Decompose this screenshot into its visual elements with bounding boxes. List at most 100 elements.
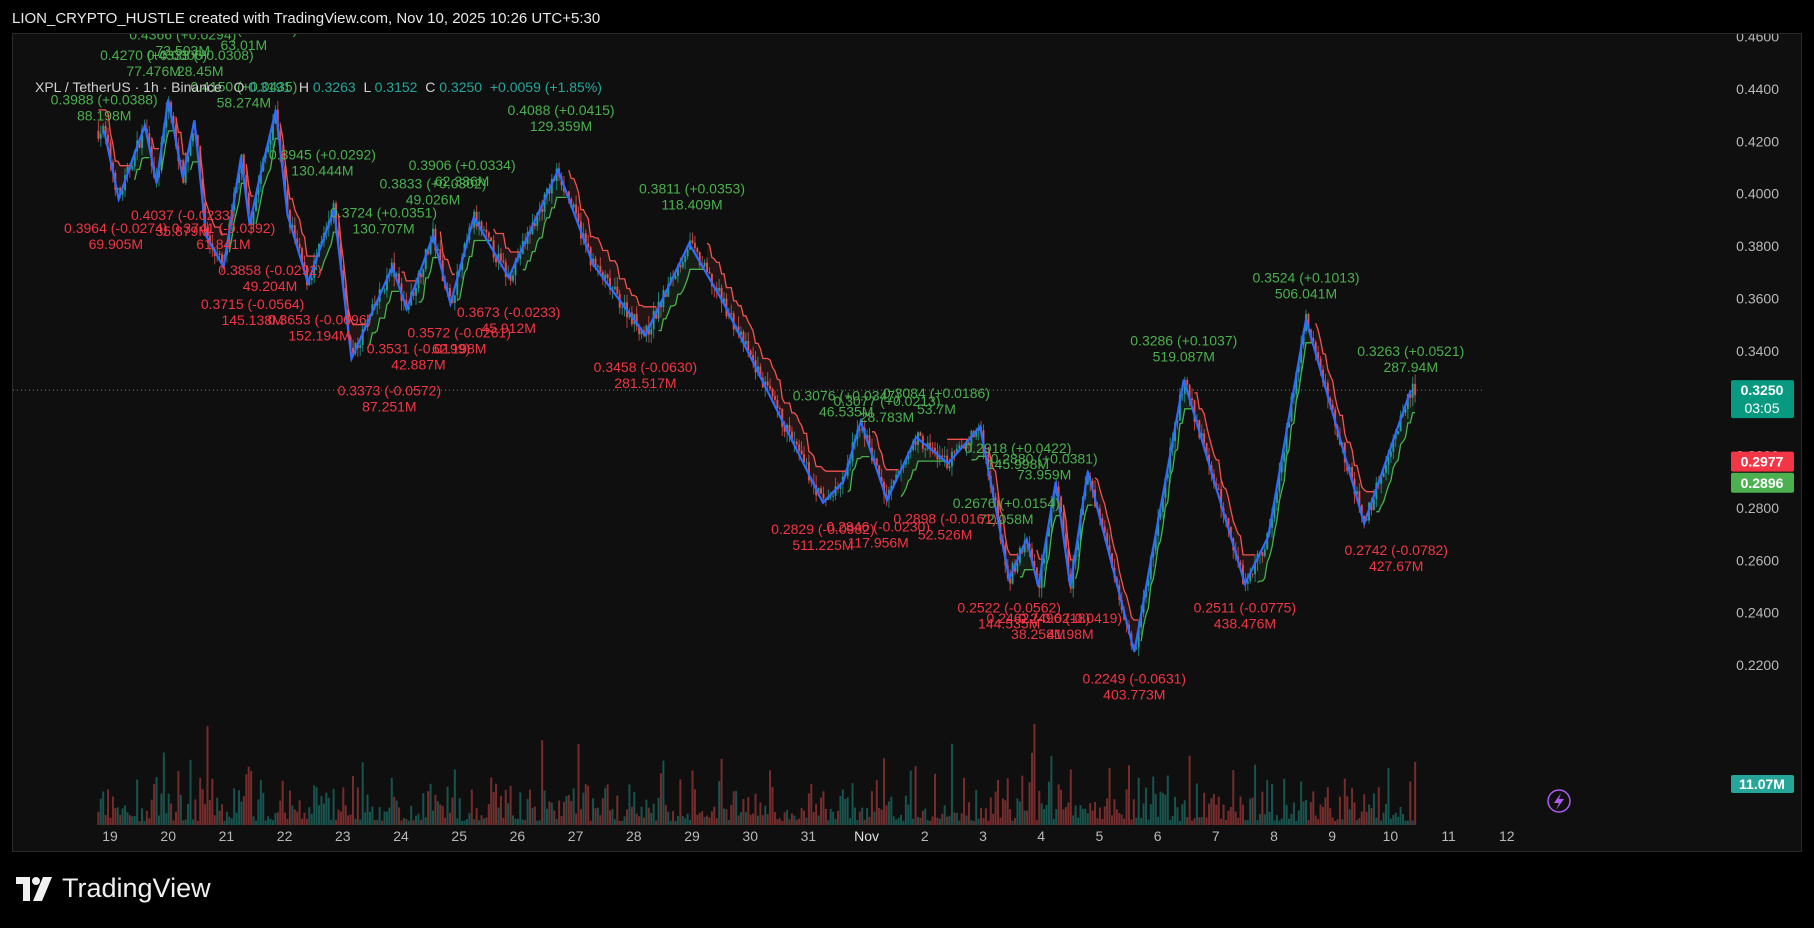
candle-body bbox=[1176, 420, 1179, 423]
candle-body bbox=[783, 426, 786, 432]
candle-body bbox=[1137, 627, 1140, 648]
volume-bar bbox=[773, 812, 776, 825]
volume-bar bbox=[439, 804, 442, 825]
volume-bar bbox=[931, 816, 934, 825]
candle-body bbox=[807, 462, 810, 481]
volume-bar bbox=[708, 817, 711, 825]
volume-bar bbox=[902, 820, 905, 825]
supertrend-up-line bbox=[1376, 411, 1416, 513]
volume-bar bbox=[473, 819, 476, 825]
volume-bar bbox=[1089, 803, 1092, 825]
close-label: C bbox=[425, 79, 436, 95]
candle-body bbox=[1227, 517, 1230, 527]
volume-bar bbox=[1011, 820, 1014, 825]
volume-bar bbox=[907, 804, 910, 825]
volume-bar bbox=[262, 792, 265, 825]
candle-body bbox=[351, 347, 354, 354]
volume-bar bbox=[618, 820, 621, 825]
volume-bar bbox=[1217, 796, 1220, 825]
candle-body bbox=[504, 262, 507, 277]
candle-body bbox=[771, 388, 774, 397]
supertrend-down-line bbox=[245, 164, 254, 197]
volume-bar bbox=[1038, 790, 1041, 825]
supertrend-down-line bbox=[151, 137, 159, 150]
volume-bar bbox=[378, 807, 381, 825]
candle-body bbox=[1271, 518, 1274, 528]
candle-body bbox=[1312, 337, 1315, 343]
volume-bar bbox=[507, 803, 510, 825]
volume-bar bbox=[613, 819, 616, 825]
pivot-label-volume: 42.887M bbox=[391, 356, 445, 372]
candle-body bbox=[773, 396, 776, 400]
pivot-label-value: 0.4037 (-0.0233) bbox=[131, 207, 235, 223]
volume-bar bbox=[953, 812, 956, 825]
candle-body bbox=[933, 447, 936, 452]
volume-bar bbox=[1111, 815, 1114, 825]
candle-body bbox=[1360, 504, 1363, 516]
candle-body bbox=[1111, 553, 1114, 568]
volume-bar bbox=[441, 805, 444, 825]
volume-bar bbox=[1050, 755, 1053, 825]
supertrend-fill-area bbox=[1019, 540, 1035, 577]
candle-body bbox=[1035, 567, 1038, 579]
candle-body bbox=[967, 442, 970, 445]
volume-bar bbox=[667, 811, 670, 825]
volume-bar bbox=[1266, 780, 1269, 825]
price-badge-label: 0.2896 bbox=[1741, 475, 1784, 491]
flash-icon[interactable] bbox=[1547, 789, 1571, 813]
volume-bar bbox=[126, 812, 129, 825]
time-tick-label: 24 bbox=[393, 828, 409, 844]
pivot-label-volume: 144.535M bbox=[978, 616, 1040, 632]
pivot-label-value: 0.2462 (-0.0218) bbox=[987, 610, 1091, 626]
volume-bar bbox=[153, 784, 156, 825]
volume-bar bbox=[1232, 770, 1235, 825]
volume-bar bbox=[1338, 796, 1341, 825]
volume-bar bbox=[451, 797, 454, 825]
candle-body bbox=[706, 262, 709, 272]
volume-bar bbox=[1176, 807, 1179, 825]
candle-body bbox=[254, 195, 257, 212]
volume-bar bbox=[1152, 776, 1155, 825]
candle-body bbox=[1060, 496, 1063, 513]
pivot-label-volume: 62.336M bbox=[435, 173, 489, 189]
candle-body bbox=[790, 431, 793, 442]
close-value: 0.3250 bbox=[439, 79, 483, 95]
candle-body bbox=[880, 477, 883, 483]
volume-bar bbox=[812, 812, 815, 825]
volume-bar bbox=[259, 779, 262, 825]
volume-bar bbox=[119, 814, 122, 825]
volume-bar bbox=[747, 797, 750, 825]
candle-body bbox=[133, 151, 136, 167]
volume-bar bbox=[1382, 812, 1385, 825]
pivot-label-volume: 53.7M bbox=[917, 401, 956, 417]
candle-body bbox=[1358, 491, 1361, 505]
candle-body bbox=[475, 211, 478, 227]
candle-body bbox=[1266, 533, 1269, 550]
symbol-label[interactable]: XPL / TetherUS · 1h · Binance bbox=[35, 79, 222, 95]
chart-area[interactable]: 0.3988 (+0.0388) 88.198M 0.4270 (+0.0306) 7… bbox=[12, 33, 1802, 852]
volume-bar bbox=[715, 818, 718, 825]
candle-body bbox=[1355, 491, 1358, 495]
volume-bar bbox=[497, 807, 500, 825]
volume-bar bbox=[264, 820, 267, 825]
volume-bar bbox=[1178, 820, 1181, 825]
volume-bar bbox=[526, 798, 529, 825]
candle-body bbox=[1067, 548, 1070, 575]
volume-bar bbox=[354, 818, 357, 825]
volume-bar bbox=[582, 792, 585, 825]
candle-body bbox=[1057, 486, 1060, 497]
volume-bar bbox=[807, 793, 810, 825]
volume-bar bbox=[111, 796, 114, 825]
zigzag-line bbox=[103, 99, 1412, 653]
tradingview-brand[interactable]: TradingView bbox=[14, 873, 211, 904]
candle-body bbox=[657, 301, 660, 319]
volume-bar bbox=[917, 817, 920, 825]
supertrend-fill-area bbox=[1315, 323, 1374, 521]
volume-bar bbox=[849, 818, 852, 825]
volume-bar bbox=[347, 815, 350, 825]
volume-bar bbox=[1004, 800, 1007, 825]
candle-body bbox=[533, 222, 536, 227]
volume-bar bbox=[652, 803, 655, 825]
volume-bar bbox=[322, 803, 325, 825]
